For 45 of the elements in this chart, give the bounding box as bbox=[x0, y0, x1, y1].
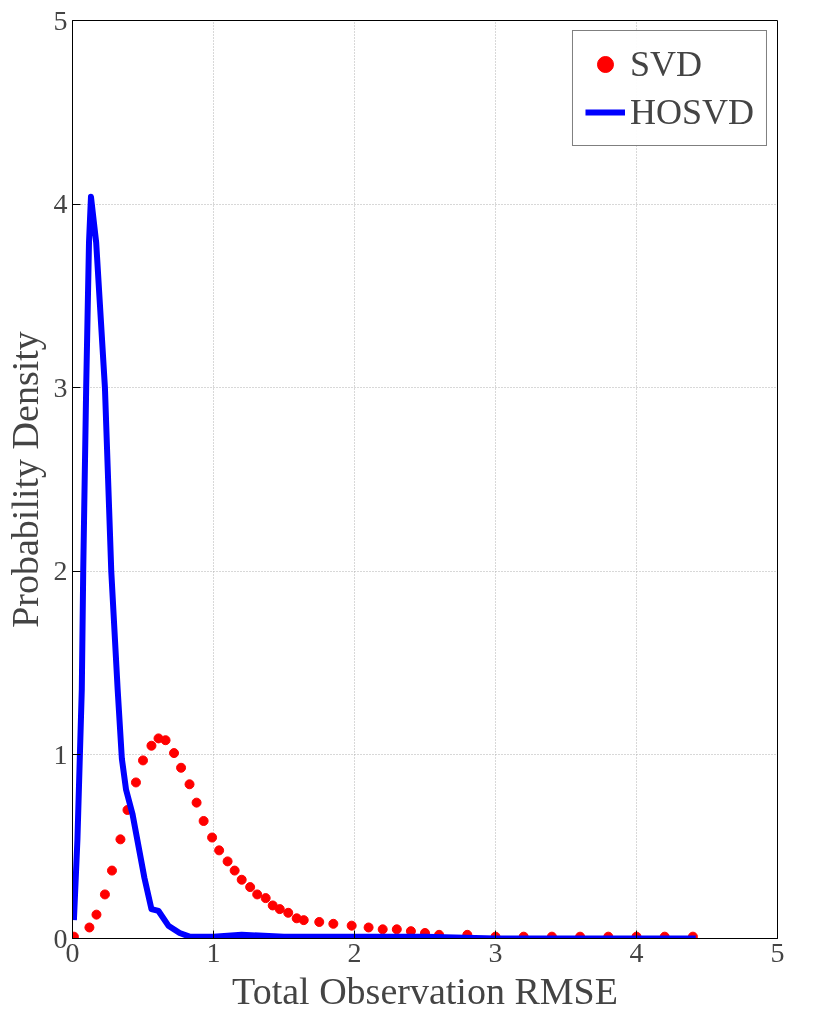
y-axis-title: Probability Density bbox=[3, 331, 46, 628]
point bbox=[191, 797, 202, 808]
point bbox=[169, 748, 180, 759]
x-axis-title: Total Observation RMSE bbox=[232, 969, 618, 1012]
point bbox=[198, 816, 209, 826]
y-tick-label: 1 bbox=[53, 738, 68, 770]
point bbox=[160, 735, 171, 746]
x-tick-label: 5 bbox=[770, 936, 785, 968]
point bbox=[214, 845, 225, 856]
point bbox=[229, 865, 240, 876]
point bbox=[314, 916, 325, 927]
point bbox=[236, 874, 247, 885]
point bbox=[138, 755, 148, 766]
x-tick-label: 1 bbox=[206, 936, 221, 968]
x-tick-label: 3 bbox=[488, 936, 503, 968]
y-tick-label: 3 bbox=[53, 371, 68, 403]
point bbox=[99, 889, 110, 900]
point bbox=[252, 889, 263, 900]
point bbox=[274, 904, 285, 915]
point bbox=[115, 834, 126, 845]
point bbox=[84, 922, 95, 933]
x-tick-label: 2 bbox=[347, 936, 362, 968]
point bbox=[363, 922, 374, 933]
point bbox=[260, 893, 271, 904]
point bbox=[176, 762, 187, 773]
point bbox=[91, 909, 102, 920]
y-tick-label: 2 bbox=[53, 555, 68, 587]
point bbox=[298, 915, 309, 926]
point bbox=[130, 777, 141, 788]
point bbox=[146, 740, 157, 751]
point bbox=[184, 779, 195, 790]
x-tick-label: 4 bbox=[629, 936, 644, 968]
point bbox=[283, 907, 294, 918]
point bbox=[377, 924, 388, 935]
legend-label: SVD bbox=[629, 43, 703, 85]
point bbox=[245, 882, 256, 893]
legend-label: HOSVD bbox=[629, 91, 754, 133]
point bbox=[106, 865, 117, 876]
point bbox=[222, 856, 233, 867]
point bbox=[207, 832, 218, 843]
y-tick-label: 4 bbox=[53, 188, 68, 220]
point bbox=[346, 920, 357, 931]
point bbox=[391, 924, 402, 935]
y-tick-label: 5 bbox=[53, 4, 68, 36]
point bbox=[328, 918, 339, 929]
